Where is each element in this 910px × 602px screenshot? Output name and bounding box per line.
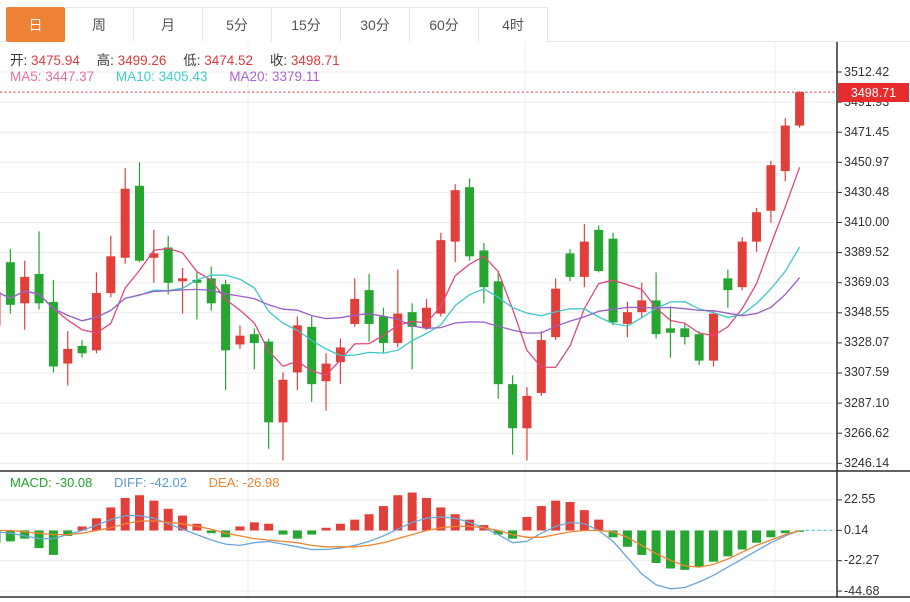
ma5-label: MA5: [10, 69, 42, 84]
tab-30min[interactable]: 30分 [341, 7, 410, 42]
latest-price-badge: 3498.71 [838, 83, 909, 102]
price-axis-label: 3389.52 [844, 245, 890, 260]
period-tabbar: 日 周 月 5分 15分 30分 60分 4时 [0, 0, 910, 42]
price-axis-label: 3369.03 [844, 275, 890, 290]
close-value: 3498.71 [290, 53, 340, 68]
tab-4hour[interactable]: 4时 [479, 7, 548, 42]
tab-month[interactable]: 月 [134, 7, 203, 42]
high-label: 高: [96, 53, 114, 68]
macd-value: -30.08 [55, 475, 93, 490]
low-label: 低: [183, 53, 201, 68]
macd-axis-label: 22.55 [844, 492, 876, 507]
price-axis-label: 3410.00 [844, 215, 890, 229]
price-axis-label: 3287.10 [844, 395, 890, 410]
macd-axis-label: -44.68 [844, 583, 880, 598]
ma10-label: MA10: [115, 69, 155, 84]
price-axis-label: 3328.07 [844, 335, 890, 350]
price-axis-label: 3471.45 [844, 124, 890, 139]
close-label: 收: [269, 53, 288, 68]
ohlc-legend: 开: 3475.94 高: 3499.26 低: 3474.52 收: 3498… [10, 49, 353, 69]
diff-label: DIFF: [114, 475, 147, 490]
tab-5min[interactable]: 5分 [203, 7, 272, 42]
price-axis-label: 3246.14 [844, 455, 890, 470]
ma-legend: MA5: 3447.37 MA10: 3405.43 MA20: 3379.11 [10, 69, 338, 84]
dea-label: DEA: [208, 475, 239, 490]
open-label: 开: [10, 53, 28, 68]
diff-value: -42.02 [150, 475, 188, 490]
macd-legend: MACD: -30.08 DIFF: -42.02 DEA: -26.98 [10, 475, 297, 490]
ma20-label: MA20: [229, 69, 269, 84]
macd-label: MACD: [10, 475, 52, 490]
tab-day[interactable]: 日 [6, 7, 65, 42]
macd-axis-label: -22.27 [844, 553, 880, 568]
price-axis-label: 3266.62 [844, 425, 890, 440]
ma20-value: 3379.11 [272, 69, 320, 84]
open-value: 3475.94 [31, 53, 80, 68]
ma10-value: 3405.43 [158, 69, 208, 84]
high-value: 3499.26 [117, 53, 167, 68]
tab-60min[interactable]: 60分 [410, 7, 479, 42]
low-value: 3474.52 [204, 53, 254, 68]
price-axis-label: 3450.97 [844, 154, 890, 169]
price-axis-label: 3307.59 [844, 365, 890, 380]
price-axis-label: 3348.55 [844, 305, 890, 320]
dea-value: -26.98 [242, 475, 280, 490]
macd-axis-label: 0.14 [844, 522, 869, 537]
ma5-value: 3447.37 [45, 69, 95, 84]
price-axis-label: 3512.42 [844, 64, 890, 79]
price-axis-label: 3430.48 [844, 184, 890, 199]
tab-week[interactable]: 周 [65, 7, 134, 42]
tab-15min[interactable]: 15分 [272, 7, 341, 42]
